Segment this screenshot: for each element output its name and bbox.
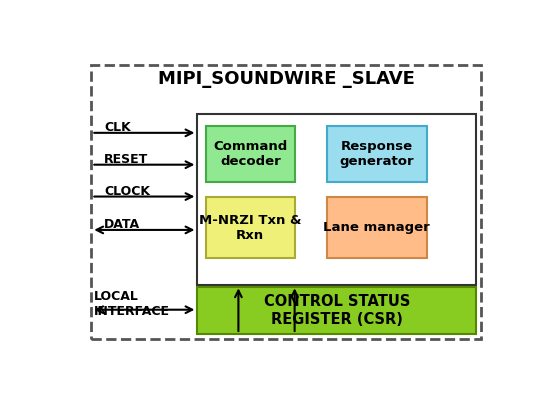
Text: LOCAL
INTERFACE: LOCAL INTERFACE — [94, 290, 170, 318]
FancyBboxPatch shape — [327, 197, 426, 258]
FancyBboxPatch shape — [198, 287, 476, 334]
Text: Lane manager: Lane manager — [324, 221, 430, 234]
Text: M-NRZI Txn &
Rxn: M-NRZI Txn & Rxn — [199, 214, 301, 242]
Text: CLOCK: CLOCK — [104, 185, 150, 198]
Text: DATA: DATA — [104, 218, 141, 231]
Text: CLK: CLK — [104, 121, 131, 134]
FancyBboxPatch shape — [206, 126, 295, 182]
Text: RESET: RESET — [104, 153, 148, 166]
Text: Command
decoder: Command decoder — [213, 140, 287, 168]
FancyBboxPatch shape — [327, 126, 426, 182]
Text: Response
generator: Response generator — [339, 140, 414, 168]
FancyBboxPatch shape — [92, 65, 480, 338]
Text: CONTROL STATUS
REGISTER (CSR): CONTROL STATUS REGISTER (CSR) — [263, 294, 410, 327]
FancyBboxPatch shape — [206, 197, 295, 258]
Text: MIPI_SOUNDWIRE _SLAVE: MIPI_SOUNDWIRE _SLAVE — [157, 70, 415, 88]
FancyBboxPatch shape — [198, 114, 476, 285]
